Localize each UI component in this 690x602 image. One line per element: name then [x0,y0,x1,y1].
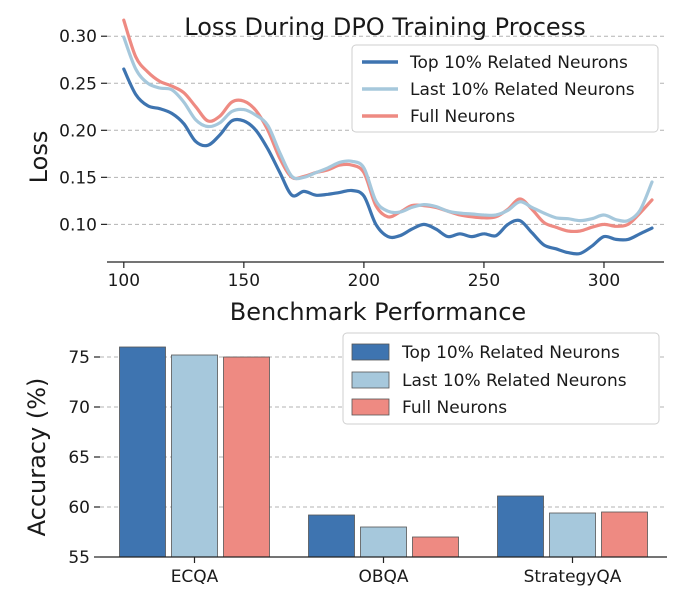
benchmark-x-ticks: ECQA OBQA StrategyQA [171,557,622,587]
loss-series-lines [122,18,654,256]
loss-line-last [122,35,654,223]
loss-x-tick-label: 200 [348,271,380,291]
benchmark-y-tick-label: 75 [68,348,90,368]
bar-top-ecqa [119,346,166,558]
benchmark-y-axis-label: Accuracy (%) [23,378,51,537]
benchmark-legend-box [342,332,660,425]
benchmark-y-tick-label: 55 [68,548,90,568]
benchmark-y-tick-label: 60 [68,498,90,518]
loss-y-tick-label: 0.25 [59,74,97,94]
benchmark-bars [119,346,648,558]
loss-chart-title: Loss During DPO Training Process [184,13,585,41]
benchmark-x-tick-label: ECQA [171,567,219,587]
loss-x-tick-label: 100 [108,271,140,291]
benchmark-chart: Benchmark Performance Accuracy (%) ECQA O… [23,298,667,587]
benchmark-chart-title: Benchmark Performance [230,298,526,326]
legend-label-last: Last 10% Related Neurons [410,80,635,100]
bar-top-strategyqa [497,495,544,558]
loss-y-tick-label: 0.30 [59,27,97,47]
loss-line-top [122,67,654,256]
bar-last-strategyqa [549,512,596,558]
loss-x-tick-label: 300 [588,271,620,291]
legend-label-top: Top 10% Related Neurons [401,343,620,363]
loss-y-tick-label: 0.15 [59,168,97,188]
bar-full-ecqa [223,356,270,558]
benchmark-y-ticks: 55 60 65 70 75 [68,348,100,568]
benchmark-y-tick-label: 70 [68,398,90,418]
benchmark-y-tick-label: 65 [68,448,90,468]
bar-full-obqa [412,536,459,558]
benchmark-x-tick-label: OBQA [358,567,408,587]
loss-x-ticks: 100 150 200 250 300 [108,262,620,291]
legend-label-full: Full Neurons [410,107,515,127]
bar-full-strategyqa [601,511,648,558]
legend-swatch-last [351,371,390,389]
loss-y-tick-label: 0.10 [59,215,97,235]
bar-last-ecqa [171,354,218,558]
bar-top-obqa [308,514,355,558]
loss-x-tick-label: 150 [228,271,260,291]
loss-chart: Loss During DPO Training Process Loss 10… [25,13,664,291]
benchmark-x-tick-label: StrategyQA [524,567,622,587]
bar-last-obqa [360,526,407,558]
legend-label-last: Last 10% Related Neurons [402,371,627,391]
loss-y-ticks: 0.10 0.15 0.20 0.25 0.30 [59,27,107,235]
legend-swatch-full [351,398,390,416]
benchmark-legend: Top 10% Related Neurons Last 10% Related… [342,332,660,425]
loss-x-tick-label: 250 [468,271,500,291]
legend-swatch-top [351,343,390,361]
loss-legend: Top 10% Related Neurons Last 10% Related… [351,44,659,133]
loss-line-full [122,18,654,234]
loss-y-axis-label: Loss [25,131,53,184]
loss-legend-box [351,44,659,133]
legend-label-top: Top 10% Related Neurons [409,53,628,73]
loss-y-tick-label: 0.20 [59,121,97,141]
legend-label-full: Full Neurons [402,398,507,418]
